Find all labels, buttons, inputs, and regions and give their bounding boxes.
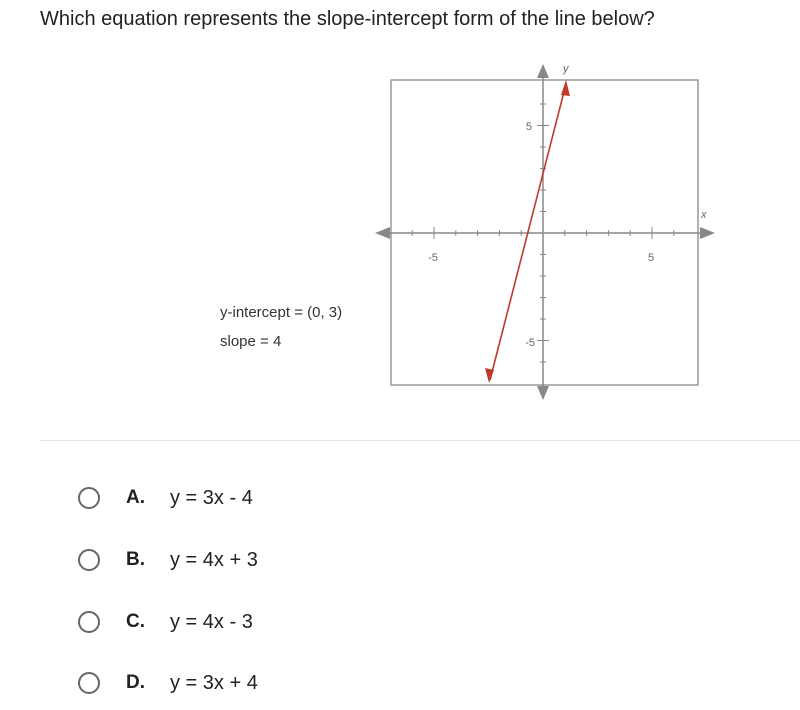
radio-button[interactable] bbox=[78, 611, 100, 633]
y-arrow-down bbox=[537, 386, 549, 400]
option-letter: C. bbox=[126, 611, 145, 632]
option-equation: y = 4x + 3 bbox=[170, 548, 258, 571]
option[interactable]: C. y = 4x - 3 bbox=[78, 605, 253, 639]
x-arrow-left bbox=[375, 227, 390, 239]
y-axis-label: y bbox=[562, 63, 570, 75]
option[interactable]: B. y = 4x + 3 bbox=[78, 543, 258, 577]
graph: y x -5 5 5 -5 y-intercept = (0, 3) slope… bbox=[220, 63, 715, 400]
line-arrow-down bbox=[485, 368, 494, 383]
option-letter: A. bbox=[126, 487, 145, 508]
ticks bbox=[411, 103, 675, 363]
note: y-intercept = (0, 3) bbox=[220, 304, 342, 321]
y-arrow-up bbox=[537, 64, 549, 78]
option-equation: y = 3x + 4 bbox=[170, 671, 258, 694]
x-axis-label: x bbox=[700, 209, 707, 221]
option-letter: B. bbox=[126, 549, 145, 570]
y-tick-label: -5 bbox=[525, 337, 535, 349]
line-arrow-up bbox=[561, 80, 570, 96]
divider bbox=[40, 440, 800, 441]
question: Which equation represents the slope-inte… bbox=[40, 8, 655, 30]
x-arrow-right bbox=[700, 227, 715, 239]
x-tick-label: -5 bbox=[428, 252, 438, 264]
option-letter: D. bbox=[126, 672, 145, 693]
x-tick-label: 5 bbox=[648, 252, 654, 264]
radio-button[interactable] bbox=[78, 549, 100, 571]
option[interactable]: D. y = 3x + 4 bbox=[78, 666, 258, 700]
option[interactable]: A. y = 3x - 4 bbox=[78, 481, 253, 515]
radio-button[interactable] bbox=[78, 487, 100, 509]
radio-button[interactable] bbox=[78, 672, 100, 694]
plotted-line bbox=[489, 83, 567, 381]
note: slope = 4 bbox=[220, 333, 281, 350]
option-equation: y = 4x - 3 bbox=[170, 610, 253, 633]
option-equation: y = 3x - 4 bbox=[170, 486, 253, 509]
y-tick-label: 5 bbox=[526, 121, 532, 133]
